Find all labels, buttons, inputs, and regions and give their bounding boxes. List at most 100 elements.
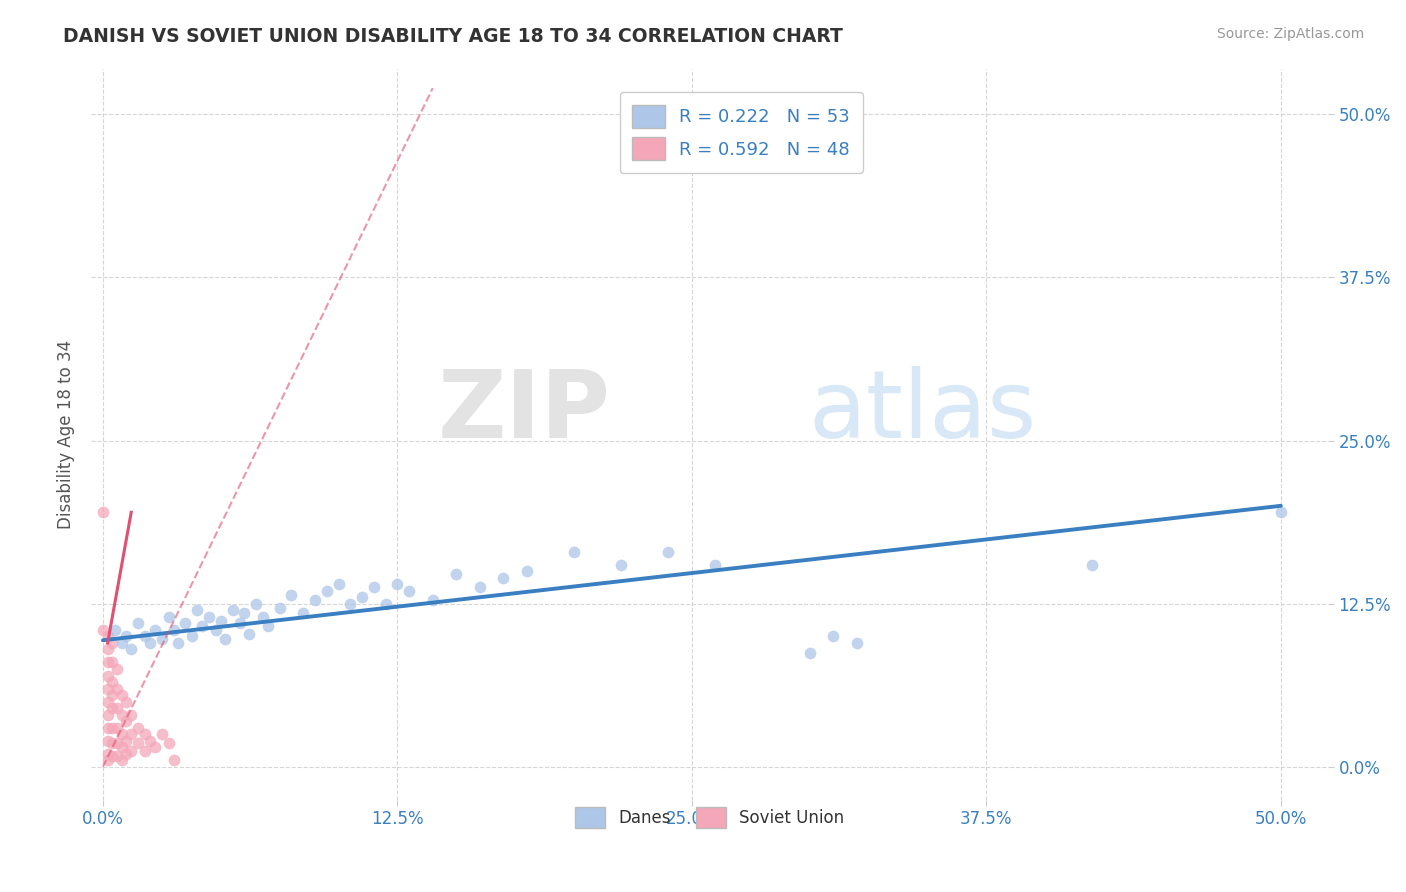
Point	[91, 623, 114, 637]
Point	[233, 606, 256, 620]
Point	[150, 632, 173, 646]
Point	[352, 590, 374, 604]
Point	[238, 626, 260, 640]
Legend: Danes, Soviet Union: Danes, Soviet Union	[568, 800, 851, 835]
Point	[186, 603, 208, 617]
Point	[823, 629, 845, 643]
Point	[97, 707, 120, 722]
Point	[111, 707, 134, 722]
Point	[221, 603, 243, 617]
Point	[157, 609, 180, 624]
Text: atlas: atlas	[808, 366, 1036, 458]
Point	[162, 753, 184, 767]
Point	[101, 701, 124, 715]
Point	[115, 747, 138, 761]
Point	[120, 727, 142, 741]
Point	[97, 681, 120, 696]
Point	[120, 707, 142, 722]
Point	[120, 642, 142, 657]
Point	[657, 544, 679, 558]
Point	[562, 544, 585, 558]
Point	[111, 740, 134, 755]
Point	[150, 727, 173, 741]
Text: Source: ZipAtlas.com: Source: ZipAtlas.com	[1216, 27, 1364, 41]
Point	[97, 642, 120, 657]
Point	[280, 588, 302, 602]
Text: ZIP: ZIP	[437, 366, 610, 458]
Point	[143, 623, 166, 637]
Point	[292, 606, 315, 620]
Point	[304, 592, 326, 607]
Point	[492, 571, 515, 585]
Point	[181, 629, 204, 643]
Point	[134, 744, 156, 758]
Point	[127, 736, 149, 750]
Point	[111, 688, 134, 702]
Point	[97, 668, 120, 682]
Point	[101, 736, 124, 750]
Point	[105, 701, 128, 715]
Point	[134, 629, 156, 643]
Point	[516, 564, 538, 578]
Point	[111, 753, 134, 767]
Point	[115, 695, 138, 709]
Point	[162, 623, 184, 637]
Y-axis label: Disability Age 18 to 34: Disability Age 18 to 34	[58, 340, 75, 529]
Point	[1270, 505, 1292, 519]
Point	[328, 577, 350, 591]
Point	[143, 740, 166, 755]
Point	[704, 558, 727, 572]
Point	[115, 629, 138, 643]
Point	[134, 727, 156, 741]
Point	[105, 681, 128, 696]
Point	[115, 733, 138, 747]
Point	[101, 688, 124, 702]
Point	[610, 558, 633, 572]
Point	[91, 505, 114, 519]
Point	[97, 733, 120, 747]
Point	[167, 636, 190, 650]
Point	[120, 744, 142, 758]
Point	[198, 609, 221, 624]
Point	[111, 636, 134, 650]
Point	[468, 580, 491, 594]
Point	[97, 695, 120, 709]
Point	[127, 721, 149, 735]
Point	[105, 662, 128, 676]
Point	[97, 629, 120, 643]
Point	[228, 616, 250, 631]
Point	[446, 566, 468, 581]
Point	[398, 583, 420, 598]
Point	[101, 721, 124, 735]
Point	[97, 747, 120, 761]
Point	[374, 597, 396, 611]
Point	[845, 636, 868, 650]
Point	[269, 600, 291, 615]
Point	[115, 714, 138, 729]
Point	[209, 614, 232, 628]
Point	[101, 675, 124, 690]
Point	[252, 609, 274, 624]
Point	[101, 636, 124, 650]
Point	[139, 733, 162, 747]
Point	[315, 583, 337, 598]
Point	[245, 597, 267, 611]
Point	[214, 632, 236, 646]
Text: DANISH VS SOVIET UNION DISABILITY AGE 18 TO 34 CORRELATION CHART: DANISH VS SOVIET UNION DISABILITY AGE 18…	[63, 27, 844, 45]
Point	[111, 727, 134, 741]
Point	[339, 597, 361, 611]
Point	[97, 656, 120, 670]
Point	[101, 656, 124, 670]
Point	[105, 749, 128, 764]
Point	[127, 616, 149, 631]
Point	[1081, 558, 1104, 572]
Point	[256, 619, 278, 633]
Point	[387, 577, 409, 591]
Point	[191, 619, 214, 633]
Point	[205, 623, 228, 637]
Point	[422, 592, 444, 607]
Point	[799, 646, 821, 660]
Point	[104, 623, 127, 637]
Point	[97, 721, 120, 735]
Point	[105, 721, 128, 735]
